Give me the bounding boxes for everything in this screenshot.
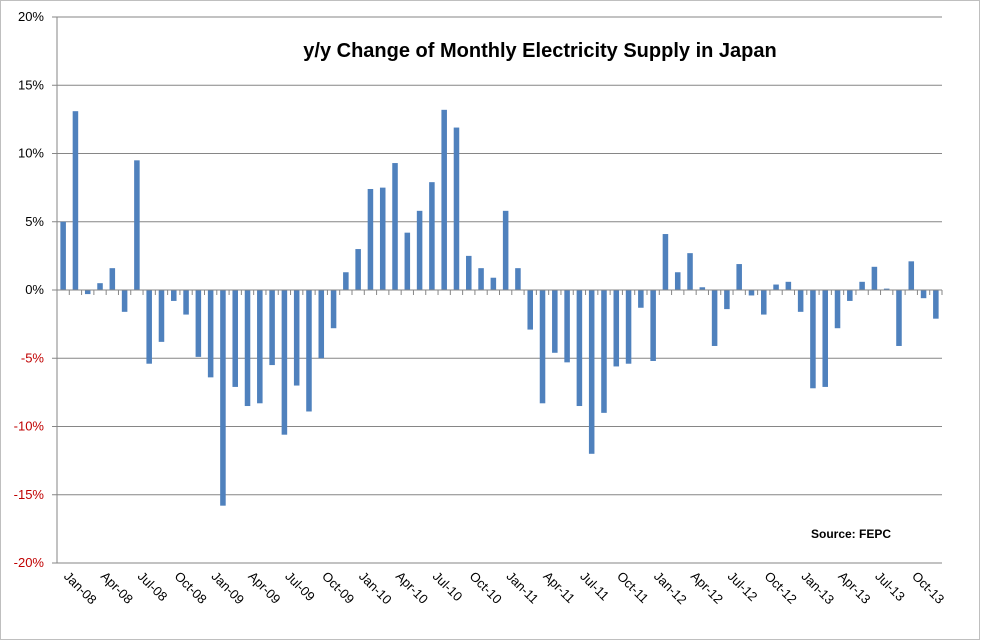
- bar-feb-11: [515, 268, 521, 290]
- bar-jun-12: [711, 290, 718, 346]
- bar-apr-09: [244, 290, 251, 407]
- bar-dec-12: [785, 281, 792, 290]
- bar-jan-11: [502, 210, 509, 290]
- source-note: Source: FEPC: [811, 527, 891, 541]
- bar-may-11: [552, 290, 558, 353]
- bar-may-08: [109, 268, 116, 290]
- bar-feb-13: [810, 290, 816, 389]
- y-tick-label: 5%: [25, 214, 44, 229]
- bar-may-10: [404, 232, 411, 290]
- bar-aug-12: [736, 264, 742, 290]
- bar-jul-12: [724, 290, 730, 310]
- bars: [60, 109, 939, 506]
- gridlines: [57, 16, 942, 564]
- bar-aug-09: [293, 290, 300, 386]
- bar-jan-12: [650, 290, 656, 361]
- bar-jun-09: [269, 290, 275, 366]
- y-tick-label: -5%: [21, 350, 45, 365]
- bar-dec-09: [343, 272, 349, 290]
- bar-aug-11: [588, 290, 595, 454]
- bar-jan-09: [207, 290, 214, 378]
- chart-title: y/y Change of Monthly Electricity Supply…: [303, 40, 776, 62]
- bar-sep-10: [453, 127, 460, 290]
- bar-feb-10: [367, 188, 374, 290]
- bar-dec-08: [195, 290, 202, 357]
- y-tick-label: -20%: [14, 555, 45, 570]
- bar-oct-10: [466, 255, 472, 291]
- y-tick-label: 0%: [25, 282, 44, 297]
- bar-jun-11: [564, 290, 570, 363]
- y-tick-label: -10%: [14, 419, 45, 434]
- bar-nov-09: [330, 290, 337, 329]
- bar-sep-11: [601, 290, 607, 413]
- bar-jun-10: [416, 210, 423, 290]
- bar-apr-10: [392, 163, 398, 290]
- bar-mar-12: [674, 272, 681, 290]
- bar-jun-13: [859, 281, 865, 290]
- bar-sep-13: [896, 290, 902, 346]
- bar-nov-08: [183, 290, 189, 315]
- bar-jan-10: [355, 249, 361, 290]
- bar-sep-09: [306, 290, 312, 412]
- bar-jul-11: [576, 290, 583, 407]
- bar-feb-09: [220, 290, 226, 506]
- bar-jan-13: [797, 290, 804, 312]
- bar-jul-08: [134, 160, 140, 290]
- bar-aug-08: [146, 290, 152, 364]
- bar-oct-11: [613, 290, 620, 367]
- bar-dec-13: [933, 290, 939, 319]
- bar-mar-10: [379, 187, 386, 291]
- bar-may-09: [257, 290, 263, 404]
- bar-nov-13: [920, 290, 927, 299]
- bar-aug-10: [441, 109, 447, 290]
- bar-apr-12: [687, 253, 693, 290]
- bar-jul-13: [871, 266, 878, 290]
- bar-nov-10: [478, 268, 484, 290]
- y-tick-labels: 20% 15% 10% 5% 0% -5% -10% -15% -20%: [14, 9, 57, 570]
- bar-oct-13: [908, 261, 915, 290]
- bar-dec-10: [490, 277, 497, 290]
- y-tick-label: 20%: [18, 9, 44, 24]
- bar-aug-13: [883, 288, 890, 290]
- bar-feb-08: [72, 111, 79, 290]
- bar-jan-08: [60, 221, 66, 290]
- bar-dec-11: [638, 290, 644, 308]
- y-tick-label: 15%: [18, 77, 44, 92]
- bar-sep-08: [158, 290, 165, 342]
- bar-mar-13: [822, 290, 828, 387]
- bar-jun-08: [121, 290, 128, 312]
- bar-nov-12: [773, 284, 779, 290]
- bar-feb-12: [662, 234, 669, 290]
- bar-mar-11: [527, 290, 533, 330]
- bar-sep-12: [748, 290, 755, 296]
- bar-jul-10: [429, 182, 435, 290]
- bar-oct-08: [171, 290, 177, 301]
- bar-nov-11: [625, 290, 632, 364]
- y-tick-label: 10%: [18, 146, 44, 161]
- bar-jul-09: [281, 290, 288, 435]
- y-tick-label: -15%: [14, 487, 45, 502]
- bar-mar-08: [84, 290, 91, 295]
- bar-oct-09: [318, 290, 325, 359]
- bar-may-13: [847, 290, 853, 301]
- bar-oct-12: [761, 290, 767, 315]
- bar-apr-11: [539, 290, 546, 404]
- bar-apr-13: [834, 290, 841, 329]
- bar-apr-08: [97, 283, 103, 290]
- bar-may-12: [699, 287, 706, 290]
- bar-mar-09: [232, 290, 238, 387]
